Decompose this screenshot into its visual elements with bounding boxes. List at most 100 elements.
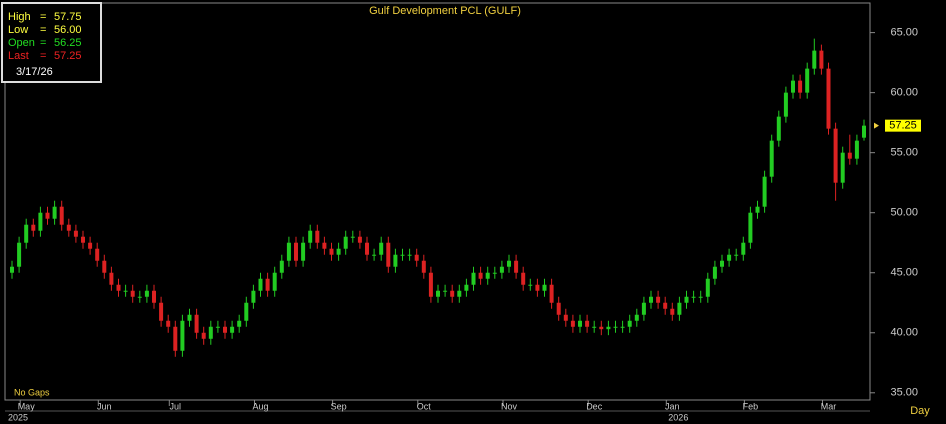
candle-body [66,224,71,231]
candle-body [720,260,724,267]
candle-body [279,260,284,273]
y-tick-label: 55.00 [890,147,918,159]
candle-body [712,266,717,279]
candle-body [585,320,590,327]
candle-body [599,326,604,330]
x-tick-label: Aug [252,401,268,411]
candle-body [223,326,227,333]
plot-frame [4,2,871,401]
candle-body [741,242,746,255]
candle-body [130,290,135,297]
candle-body [109,272,114,285]
candle-body [698,296,703,298]
candle-body [95,248,100,261]
candle-body [791,80,795,93]
candle-body [570,320,575,327]
candle-body [428,272,433,297]
candle-body [528,284,533,286]
candle-body [414,254,419,261]
info-label: Last [8,50,29,62]
candle-body [173,326,178,351]
candle-body [634,314,639,321]
info-label: Open [8,37,35,49]
candle-body [365,242,369,255]
info-equals: = [40,37,46,49]
candle-body [769,140,774,177]
candle-body [805,68,810,93]
candle-body [563,314,568,321]
last-price-marker [874,122,879,129]
year-label: 2026 [668,412,688,422]
info-value: 56.25 [54,37,82,49]
candle-body [705,278,710,297]
candle-body [727,254,732,261]
x-tick-label: Jan [665,401,680,411]
info-value: 56.00 [54,24,82,36]
candle-body [322,242,327,249]
candle-body [762,176,767,207]
candle-body [301,242,306,261]
candle-body [514,260,519,273]
candle-body [464,284,469,291]
candle-body [592,326,597,328]
x-tick-label: Feb [743,401,759,411]
info-box: 3/17/26 High = 57.75 Low = 56.00 Open = 56.25 Las… [1,2,102,83]
candle-body [386,242,391,267]
candle-body [152,290,156,303]
candle-body [783,92,788,117]
candle-body [379,242,384,255]
candle-body [854,140,859,159]
candle-body [450,290,455,297]
candle-body [10,266,14,273]
candle-body [521,272,526,285]
y-tick-label: 45.00 [890,267,918,279]
y-tick-label: 60.00 [890,87,918,99]
candle-body [798,80,803,93]
candle-body [492,272,497,274]
candle-body [38,212,43,231]
candle-body [258,278,263,291]
candle-body [471,272,476,285]
candle-body [535,284,540,291]
candle-body [272,272,277,291]
candle-body [833,128,838,183]
candle-body [606,326,611,330]
x-tick-label: Nov [501,401,518,411]
candle-body [372,254,377,256]
candle-body [641,302,646,315]
candle-body [549,284,554,303]
candle-body [400,254,405,256]
info-frame [1,2,102,83]
year-label: 2025 [8,412,28,422]
candle-body [478,272,483,279]
candle-body [393,254,398,267]
last-price-label: 57.25 [889,120,917,132]
candle-body [308,230,313,243]
candle-body [144,290,149,297]
candle-body [31,224,36,231]
candle-body [244,302,249,321]
candle-body [286,242,291,261]
candle-body [677,302,682,315]
info-value: 57.75 [54,11,82,23]
info-equals: = [40,50,46,62]
x-tick-label: Sep [331,401,347,411]
candle-body [656,296,661,303]
candle-body [755,206,760,213]
candle-body [230,326,235,333]
candle-body [542,284,547,291]
info-equals: = [40,11,46,23]
candle-body [613,326,618,328]
x-tick-label: Jun [97,401,112,411]
candle-body [734,254,739,256]
candle-body [166,320,171,327]
candle-body [457,290,462,297]
x-tick-label: Oct [417,401,432,411]
candle-body [343,236,348,249]
candle-body [201,332,206,339]
candle-body [407,254,412,256]
candle-body [819,50,824,69]
candle-body [123,290,128,292]
candle-body [52,206,57,219]
